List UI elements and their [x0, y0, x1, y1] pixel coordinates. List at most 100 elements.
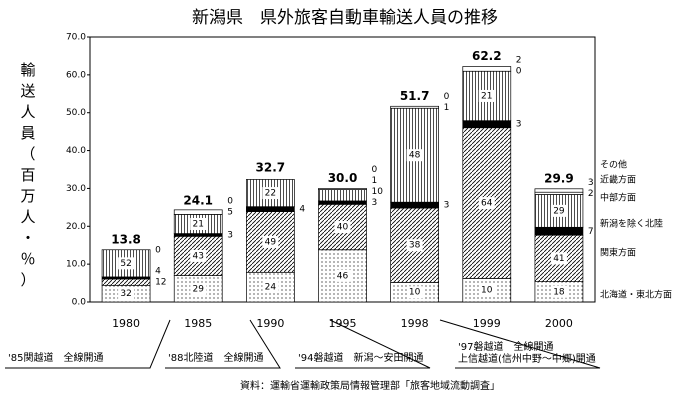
bar-segment — [173, 233, 223, 237]
x-tick-label: 1998 — [401, 317, 429, 330]
annotation: 上信越道(信州中野～中郷)開通 — [458, 352, 596, 365]
y-tick-label: 40.0 — [66, 146, 86, 156]
total-label: 24.1 — [183, 193, 213, 207]
annotation: '94磐越道 新潟～安田開通 — [298, 351, 423, 364]
bar-segment — [318, 200, 367, 205]
segment-label: 2 — [516, 56, 522, 66]
bar-segment — [462, 66, 512, 72]
y-tick-label: 20.0 — [66, 222, 86, 232]
segment-label: 46 — [337, 271, 349, 281]
y-tick-label: 60.0 — [66, 70, 86, 80]
x-tick-label: 1995 — [329, 317, 357, 330]
segment-label: 3 — [444, 201, 450, 211]
label-bg — [550, 204, 567, 217]
segment-label: 49 — [265, 237, 277, 247]
bar-segment — [318, 188, 367, 190]
segment-label: 2 — [588, 189, 594, 199]
label-bg — [406, 286, 423, 299]
total-label: 13.8 — [111, 232, 141, 246]
segment-label: 40 — [337, 223, 349, 233]
segment-label: 10 — [372, 187, 384, 197]
label-bg — [262, 235, 279, 248]
total-label: 32.7 — [256, 161, 286, 175]
segment-label: 52 — [120, 259, 131, 269]
chart-title: 新潟県 県外旅客自動車輸送人員の推移 — [192, 8, 498, 28]
segment-label: 1 — [444, 103, 450, 113]
bar-segment — [390, 201, 439, 209]
label-bg — [262, 187, 279, 200]
bar-segment — [462, 120, 512, 129]
segment-label: 18 — [553, 287, 565, 297]
label-bg — [406, 149, 423, 162]
segment-label: 41 — [553, 254, 564, 264]
x-tick-label: 1999 — [473, 317, 501, 330]
legend-label: 新潟を除く北陸 — [600, 218, 663, 230]
label-bg — [550, 252, 567, 265]
x-tick-label: 1985 — [184, 317, 212, 330]
label-bg — [478, 284, 495, 297]
annotation: '97磐越道 全線開通 — [458, 340, 553, 353]
label-bg — [334, 269, 351, 282]
segment-label: 3 — [227, 230, 233, 240]
label-bg — [190, 249, 207, 262]
label-bg — [190, 282, 207, 295]
bar-segment — [173, 209, 223, 215]
total-label: 30.0 — [328, 171, 358, 185]
segment-label: 32 — [120, 289, 131, 299]
segment-label: 3 — [588, 178, 594, 188]
segment-label: 3 — [372, 198, 378, 208]
y-tick-label: 70.0 — [66, 33, 86, 43]
segment-label: 0 — [444, 92, 450, 102]
source: 資料：運輸省運輸政策局情報管理部「旅客地域流動調査」 — [240, 379, 500, 392]
segment-label: 0 — [227, 197, 233, 207]
leader-lines — [5, 319, 601, 369]
segment-label: 7 — [588, 227, 594, 237]
y-tick-label: 0.0 — [72, 298, 87, 308]
total-label: 29.9 — [544, 171, 574, 185]
segment-label: 24 — [265, 283, 277, 293]
annotation: '88北陸道 全線開通 — [168, 351, 263, 364]
label-bg — [190, 217, 207, 230]
segment-label: 43 — [192, 251, 203, 261]
segment-label: 0 — [155, 245, 161, 255]
segment-label: 38 — [409, 241, 421, 251]
bar-segment — [534, 226, 584, 236]
segment-label: 29 — [192, 284, 204, 294]
segment-label: 1 — [372, 176, 378, 186]
label-bg — [406, 239, 423, 252]
segment-label: 3 — [516, 120, 522, 130]
segment-label: 48 — [409, 151, 421, 161]
y-tick-label: 10.0 — [66, 260, 86, 270]
label-bg — [478, 197, 495, 210]
segment-label: 22 — [265, 189, 276, 199]
y-tick-label: 30.0 — [66, 184, 86, 194]
bar-segment — [318, 189, 367, 202]
x-tick-label: 2000 — [545, 317, 573, 330]
label-bg — [118, 257, 135, 270]
segment-label: 0 — [372, 165, 378, 175]
x-tick-label: 1980 — [112, 317, 140, 330]
bar-segment — [534, 194, 584, 228]
bar-segment — [390, 105, 439, 109]
segment-label: 5 — [227, 208, 233, 218]
bar-segment — [246, 206, 295, 212]
bar-segment — [534, 188, 584, 193]
segment-label: 21 — [192, 219, 203, 229]
x-tick-label: 1990 — [256, 317, 284, 330]
segment-label: 12 — [155, 278, 166, 288]
legend-label: 中部方面 — [600, 192, 636, 204]
y-tick-label: 50.0 — [66, 108, 86, 118]
total-label: 62.2 — [472, 49, 502, 63]
label-bg — [550, 285, 567, 298]
label-bg — [478, 89, 495, 102]
segment-label: 0 — [516, 67, 522, 77]
y-axis-label: 輸送人員（百万人・％） — [20, 61, 35, 289]
legend-label: 関東方面 — [600, 247, 636, 259]
segment-label: 4 — [155, 267, 161, 277]
segment-label: 10 — [409, 288, 421, 298]
total-label: 51.7 — [400, 89, 430, 103]
segment-label: 29 — [553, 206, 565, 216]
label-bg — [118, 287, 135, 300]
label-bg — [334, 221, 351, 234]
